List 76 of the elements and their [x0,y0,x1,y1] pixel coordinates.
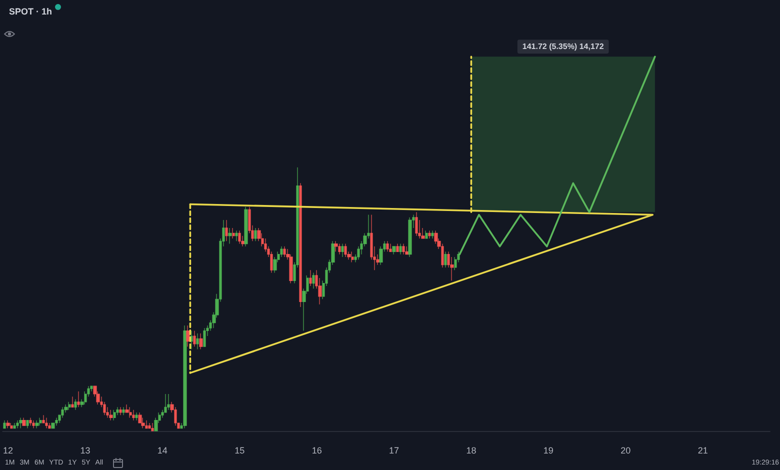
candlestick [415,212,418,236]
candlestick [351,251,354,263]
candlestick [113,410,116,421]
candlestick [129,406,132,418]
candlestick [13,422,16,429]
candlestick [55,417,58,426]
candlestick [35,420,39,429]
x-tick-label: 16 [312,446,322,456]
candlestick [196,333,199,350]
candlestick [428,230,431,239]
candlestick [225,220,228,242]
candlestick [26,420,29,429]
candlestick [396,243,399,252]
candlestick [19,417,23,429]
x-tick-label: 14 [157,446,168,456]
candlestick [16,420,19,429]
candlestick [145,420,148,429]
candlestick [186,325,190,347]
candlestick [299,182,302,308]
candlestick [232,228,235,239]
candlestick [77,391,80,408]
candlestick [203,328,206,347]
candlestick [408,217,412,258]
candlestick [238,230,241,244]
candlestick [68,402,71,410]
candlestick [29,417,32,426]
candlestick [148,422,151,429]
candlestick [235,230,238,242]
candlestick [183,325,187,429]
candlestick [392,246,396,255]
candlestick [344,243,347,258]
x-tick-label: 19 [543,446,554,456]
candlestick [283,246,286,258]
candlestick [402,243,405,255]
candlestick [244,206,248,247]
x-tick-label: 17 [389,446,400,456]
candlestick [405,246,409,255]
x-tick-label: 12 [3,446,14,456]
candlestick [193,330,196,347]
text: 141.72 (5.35%) 14,172 [522,42,604,52]
candlestick [135,412,138,421]
candlestick [22,417,26,426]
candlestick [71,396,74,408]
candlestick [45,417,48,429]
x-tick-label: 15 [234,446,245,456]
candlestick [309,270,312,286]
candlestick [39,417,42,426]
candlestick [32,420,35,429]
candlestick [199,333,203,350]
candlestick [167,394,170,410]
candlestick [334,240,338,252]
candlestick [254,228,257,242]
candlestick [399,243,402,255]
candlestick [74,398,77,410]
candlestick [338,243,341,255]
x-tick-label: 13 [80,446,90,456]
candlestick [228,228,232,244]
candlestick [132,410,135,421]
candlestick [444,251,447,268]
candlestick [386,240,389,252]
candlestick [109,410,113,421]
x-tick-label: 21 [698,446,708,456]
candlestick [151,422,154,432]
chart-title: SPOT · 1h [9,6,52,16]
candlestick [3,420,6,429]
candlestick [122,406,125,416]
candlestick [119,406,122,416]
candlestick [312,272,315,289]
candlestick [341,243,344,258]
candlestick [425,230,428,239]
candlestick [10,422,13,429]
x-tick-label: 18 [466,446,476,456]
candlestick [6,420,10,429]
candlestick [389,243,392,252]
x-tick-label: 20 [620,446,631,456]
candlestick [431,230,434,239]
